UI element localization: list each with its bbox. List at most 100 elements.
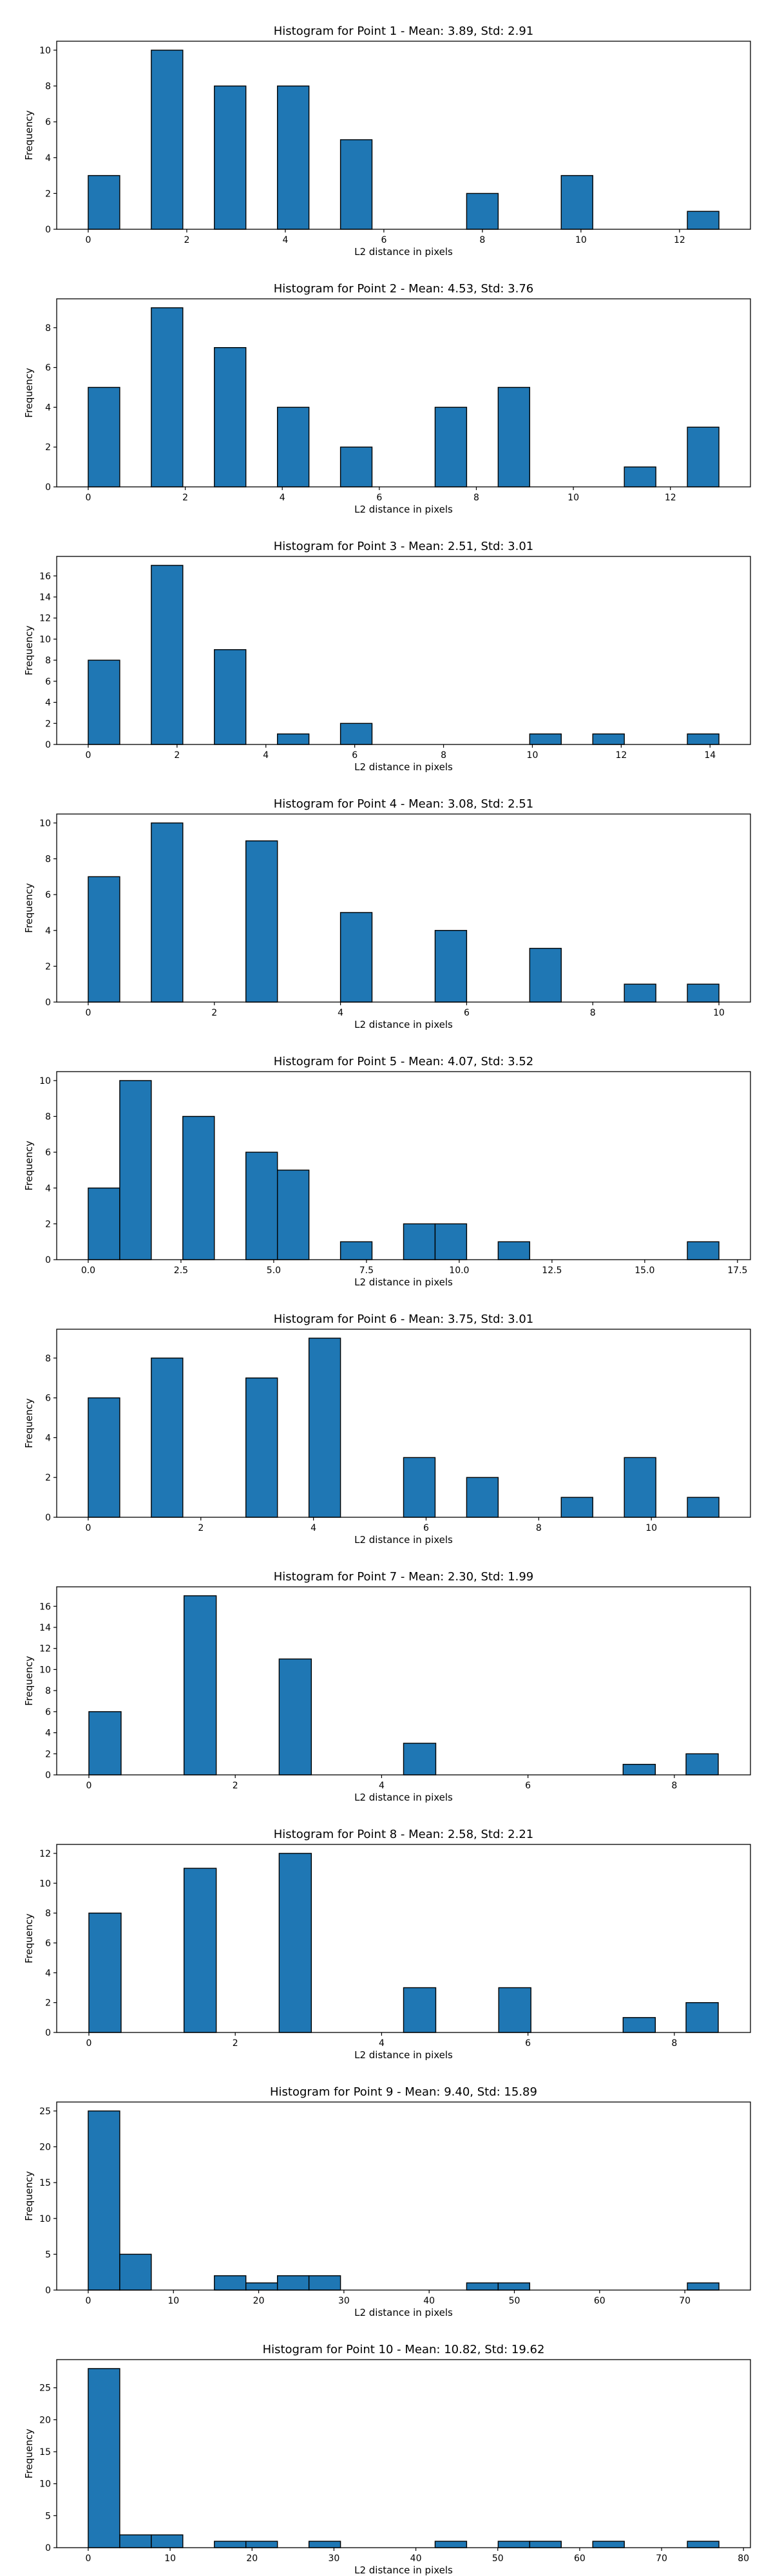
x-tick-label: 30: [329, 2553, 340, 2564]
y-tick-label: 0: [45, 482, 51, 493]
y-tick-label: 0: [45, 2028, 51, 2038]
histogram-bar: [624, 466, 656, 488]
histogram-bar: [119, 2534, 152, 2548]
y-tick-label: 20: [39, 2143, 51, 2153]
histogram-bar: [339, 1241, 373, 1260]
y-tick-label: 16: [39, 571, 51, 582]
x-tick-label: 8: [441, 750, 446, 761]
x-axis-label: L2 distance in pixels: [354, 1019, 453, 1030]
histogram-bar: [88, 2368, 120, 2548]
chart-panel: Histogram for Point 4 - Mean: 3.08, Std:…: [23, 797, 751, 1030]
y-axis-label: Frequency: [23, 1141, 35, 1191]
histogram-bar: [245, 2282, 278, 2291]
x-tick-label: 20: [246, 2553, 258, 2564]
y-tick-label: 25: [39, 2383, 51, 2394]
y-tick-label: 6: [45, 363, 51, 374]
x-tick-label: 6: [525, 2038, 531, 2049]
histogram-bar: [529, 733, 562, 745]
plot-frame: [56, 298, 751, 488]
y-tick-label: 2: [45, 961, 51, 972]
histogram-bar: [497, 386, 531, 488]
y-tick-label: 10: [39, 819, 51, 829]
histogram-bar: [245, 1377, 278, 1518]
histogram-bar: [88, 659, 120, 745]
histogram-bar: [497, 2541, 531, 2548]
y-tick-label: 0: [45, 998, 51, 1008]
histogram-bar: [685, 1753, 719, 1776]
x-tick-label: 6: [423, 1523, 429, 1533]
y-tick-label: 4: [45, 926, 51, 936]
y-tick-label: 16: [39, 1602, 51, 1612]
histogram-bar: [245, 840, 278, 1003]
chart-title: Histogram for Point 6 - Mean: 3.75, Std:…: [274, 1312, 534, 1326]
histogram-bar: [214, 85, 247, 230]
y-tick-label: 10: [39, 1665, 51, 1675]
x-axis-label: L2 distance in pixels: [354, 2049, 453, 2061]
histogram-bar: [278, 1658, 312, 1776]
histogram-bar: [339, 139, 373, 230]
y-tick-label: 4: [45, 153, 51, 164]
histogram-bar: [498, 1987, 531, 2033]
plot-frame: [56, 1329, 751, 1518]
y-tick-label: 20: [39, 2415, 51, 2425]
y-tick-label: 2: [45, 189, 51, 199]
chart-title: Histogram for Point 1 - Mean: 3.89, Std:…: [274, 24, 534, 38]
x-tick-label: 6: [352, 750, 358, 761]
y-tick-label: 8: [45, 656, 51, 666]
histogram-bar: [339, 723, 373, 745]
histogram-bar: [560, 175, 593, 230]
y-tick-label: 2: [45, 1749, 51, 1759]
x-tick-label: 15.0: [635, 1265, 654, 1276]
x-tick-label: 0.0: [81, 1265, 95, 1276]
chart-panel: Histogram for Point 2 - Mean: 4.53, Std:…: [23, 282, 751, 515]
x-tick-label: 2: [174, 750, 180, 761]
x-tick-label: 6: [525, 1781, 531, 1791]
histogram-bar: [434, 930, 468, 1003]
histogram-bar: [497, 1241, 531, 1260]
x-tick-label: 0: [85, 235, 91, 245]
x-tick-label: 0: [85, 2553, 91, 2564]
chart-panel: Histogram for Point 7 - Mean: 2.30, Std:…: [23, 1570, 751, 1803]
y-tick-label: 6: [45, 1938, 51, 1949]
plot-frame: [56, 556, 751, 745]
histogram-bar: [434, 1223, 468, 1260]
x-tick-label: 6: [376, 493, 382, 503]
histogram-bar: [151, 2534, 184, 2548]
histogram-bar: [276, 85, 310, 230]
histogram-bar: [308, 2275, 341, 2291]
histogram-bar: [183, 1595, 217, 1776]
x-axis-label: L2 distance in pixels: [354, 761, 453, 773]
y-tick-label: 2: [45, 1473, 51, 1483]
plot-frame: [56, 1071, 751, 1260]
x-tick-label: 20: [253, 2296, 265, 2306]
x-axis-label: L2 distance in pixels: [354, 1792, 453, 1803]
y-tick-label: 15: [39, 2178, 51, 2188]
histogram-bar: [434, 2541, 468, 2548]
x-tick-label: 4: [379, 2038, 385, 2049]
y-tick-label: 10: [39, 2214, 51, 2224]
x-axis-label: L2 distance in pixels: [354, 1534, 453, 1546]
y-tick-label: 2: [45, 1219, 51, 1229]
x-tick-label: 12: [674, 235, 685, 245]
histogram-bar: [88, 175, 120, 230]
y-tick-label: 12: [39, 1644, 51, 1654]
y-axis-label: Frequency: [23, 1398, 35, 1448]
histogram-bar: [276, 733, 310, 745]
x-tick-label: 10: [568, 493, 579, 503]
y-tick-label: 5: [45, 2249, 51, 2260]
histogram-bar: [529, 947, 562, 1003]
histogram-bar: [88, 386, 120, 488]
y-tick-label: 10: [39, 2479, 51, 2490]
histogram-bar: [497, 2282, 531, 2291]
y-tick-label: 12: [39, 614, 51, 624]
y-tick-label: 5: [45, 2511, 51, 2521]
histogram-bar: [434, 406, 468, 488]
x-tick-label: 60: [594, 2296, 606, 2306]
y-tick-label: 8: [45, 1686, 51, 1696]
y-tick-label: 0: [45, 225, 51, 235]
x-tick-label: 8: [590, 1008, 596, 1018]
x-tick-label: 4: [280, 493, 285, 503]
y-tick-label: 10: [39, 1076, 51, 1086]
histogram-bar: [214, 347, 247, 488]
